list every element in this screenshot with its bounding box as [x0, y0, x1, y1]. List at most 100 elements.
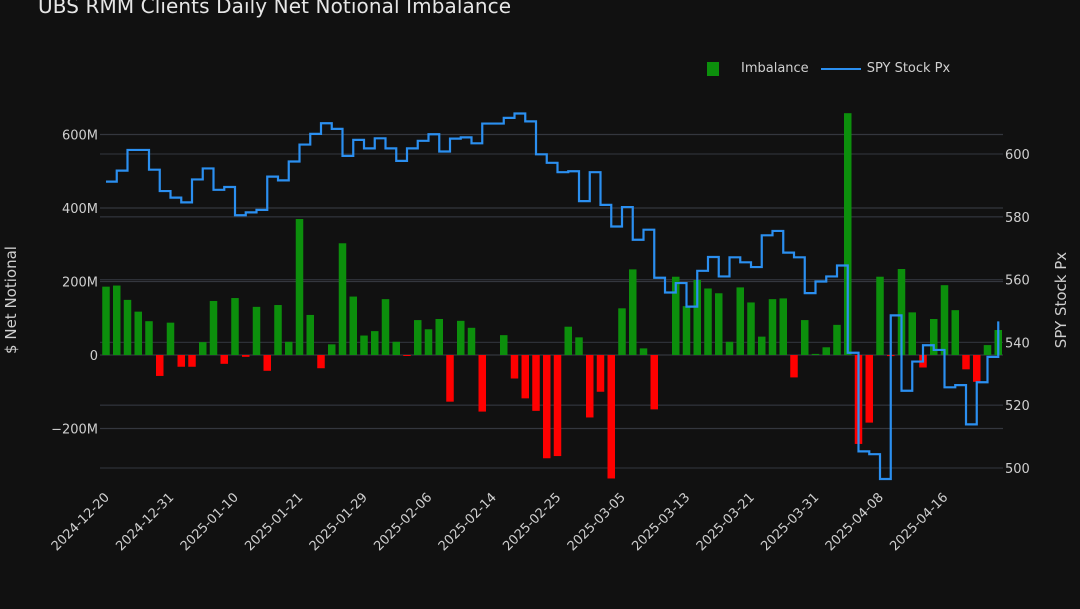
- x-tick-label: 2025-01-10: [178, 490, 242, 554]
- imbalance-bar: [177, 355, 185, 367]
- right-axis-ticks: 600 580 560 540 520 500: [1005, 148, 1030, 477]
- imbalance-bar: [446, 355, 454, 402]
- imbalance-bar: [962, 355, 970, 370]
- imbalance-bar: [510, 355, 519, 379]
- x-tick-label: 2025-03-31: [758, 490, 822, 554]
- imbalance-bar: [543, 355, 551, 459]
- legend-line-swatch-icon: [820, 67, 861, 70]
- imbalance-bar: [403, 355, 411, 356]
- x-tick-label: 2025-04-08: [823, 490, 887, 554]
- imbalance-bar: [424, 329, 433, 355]
- gridlines: [100, 133, 1003, 469]
- right-tick-label: 560: [1005, 274, 1030, 289]
- imbalance-bar: [983, 345, 992, 355]
- imbalance-bar: [639, 348, 648, 355]
- imbalance-bar: [371, 331, 379, 355]
- imbalance-bar: [672, 276, 680, 355]
- imbalance-bar: [736, 287, 744, 355]
- imbalance-bar: [801, 320, 809, 355]
- x-axis-ticks: 2024-12-20 2024-12-31 2025-01-10 2025-01-21…: [49, 490, 952, 554]
- imbalance-bar: [758, 336, 766, 355]
- legend-item-spy[interactable]: SPY Stock Px: [820, 61, 951, 76]
- right-tick-label: 580: [1005, 211, 1030, 226]
- x-tick-label: 2025-03-05: [565, 490, 629, 554]
- imbalance-bar: [134, 311, 142, 355]
- imbalance-bar: [263, 355, 271, 371]
- imbalance-bar: [725, 341, 734, 355]
- imbalance-bar: [457, 320, 465, 355]
- left-tick-label: −200M: [51, 423, 98, 438]
- imbalance-bar: [166, 322, 175, 355]
- imbalance-bar: [220, 355, 228, 364]
- imbalance-bar: [295, 219, 304, 355]
- chart-title: UBS RMM Clients Daily Net Notional Imbal…: [38, 0, 512, 18]
- imbalance-bar: [188, 355, 196, 367]
- left-tick-label: 200M: [62, 276, 98, 291]
- legend-label-imbalance: Imbalance: [741, 61, 809, 76]
- imbalance-bar: [790, 355, 798, 378]
- legend-item-imbalance[interactable]: Imbalance: [707, 61, 809, 76]
- imbalance-bar: [242, 355, 250, 357]
- imbalance-bar: [532, 355, 540, 411]
- imbalance-bar: [833, 324, 841, 355]
- imbalance-bar: [779, 298, 787, 355]
- right-tick-label: 500: [1005, 462, 1030, 477]
- imbalance-bar: [467, 327, 476, 355]
- spy-price-line: [106, 112, 1000, 481]
- imbalance-bar: [252, 306, 261, 355]
- imbalance-bar: [145, 321, 153, 355]
- imbalance-bar: [349, 296, 357, 355]
- right-tick-label: 520: [1005, 399, 1030, 414]
- right-tick-label: 540: [1005, 336, 1030, 351]
- imbalance-bar: [811, 353, 820, 355]
- imbalance-bar: [102, 286, 110, 355]
- left-axis-ticks: 600M 400M 200M 0 −200M: [51, 129, 98, 438]
- legend-label-spy: SPY Stock Px: [866, 61, 951, 76]
- imbalance-bar: [328, 344, 336, 355]
- imbalance-bar: [607, 355, 615, 479]
- imbalance-bar: [478, 355, 486, 412]
- imbalance-bar: [715, 293, 723, 355]
- imbalance-bar: [747, 302, 755, 355]
- imbalance-bar: [768, 299, 777, 355]
- imbalance-bar: [156, 355, 164, 376]
- imbalance-bar: [940, 285, 949, 355]
- imbalance-bar: [360, 335, 368, 355]
- imbalance-bar: [693, 280, 701, 355]
- imbalance-bar: [650, 355, 658, 410]
- x-tick-label: 2025-02-25: [500, 490, 564, 554]
- right-axis-title: SPY Stock Px: [1052, 252, 1070, 348]
- x-tick-label: 2025-01-21: [242, 490, 306, 554]
- legend-bar-swatch-icon: [707, 61, 719, 76]
- right-tick-label: 600: [1005, 148, 1030, 163]
- x-tick-label: 2025-02-14: [436, 490, 500, 554]
- imbalance-bar: [435, 318, 443, 355]
- imbalance-bar: [274, 305, 282, 355]
- x-tick-label: 2025-03-21: [694, 490, 758, 554]
- imbalance-bar: [113, 285, 121, 355]
- imbalance-bar: [973, 355, 981, 382]
- imbalance-bar: [629, 269, 637, 355]
- imbalance-bar: [575, 337, 583, 355]
- imbalance-bar: [317, 355, 325, 369]
- x-tick-label: 2024-12-20: [49, 490, 113, 554]
- legend[interactable]: Imbalance SPY Stock Px: [707, 61, 962, 76]
- imbalance-bar: [553, 355, 562, 457]
- imbalance-bar: [618, 308, 626, 355]
- spy-line-layer: [106, 112, 1000, 481]
- imbalance-bar: [586, 355, 594, 418]
- x-tick-label: 2025-04-16: [887, 490, 951, 554]
- imbalance-bar: [306, 314, 314, 355]
- imbalance-bar: [500, 335, 508, 355]
- imbalance-bar: [951, 310, 959, 355]
- x-tick-label: 2025-03-13: [629, 490, 693, 554]
- imbalance-bar: [338, 243, 347, 355]
- imbalance-bar: [908, 312, 916, 355]
- left-tick-label: 600M: [62, 129, 98, 144]
- imbalance-bar: [521, 355, 529, 399]
- imbalance-bar: [682, 306, 691, 355]
- imbalance-bar: [822, 347, 830, 355]
- left-tick-label: 0: [90, 349, 98, 364]
- imbalance-bar: [414, 320, 422, 355]
